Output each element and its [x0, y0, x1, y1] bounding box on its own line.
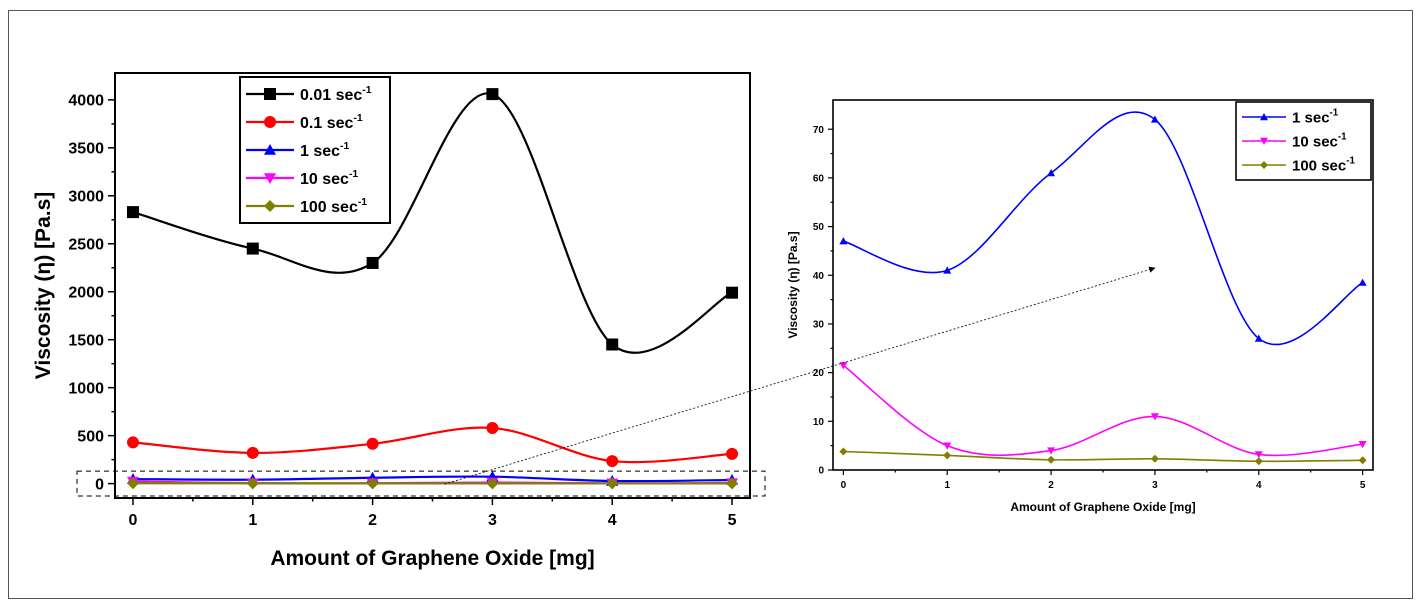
x-tick-label: 2: [1048, 480, 1054, 491]
y-tick-label: 4000: [68, 93, 104, 110]
data-point: [726, 448, 738, 460]
y-tick-label: 60: [813, 173, 825, 184]
data-point: [606, 339, 618, 351]
y-tick-label: 50: [813, 222, 825, 233]
legend-marker: [264, 116, 276, 128]
y-tick-label: 0: [818, 466, 824, 477]
legend-label: 0.01 sec-1: [300, 85, 372, 104]
y-tick-label: 500: [77, 428, 104, 445]
y-tick-label: 10: [813, 417, 825, 428]
x-tick-label: 4: [608, 512, 617, 529]
x-tick-label: 0: [129, 512, 138, 529]
legend-label: 100 sec-1: [1292, 155, 1355, 174]
y-tick-label: 30: [813, 320, 825, 331]
x-tick-label: 2: [368, 512, 377, 529]
y-tick-label: 2500: [68, 237, 104, 254]
y-tick-label: 0: [95, 476, 104, 493]
data-point: [486, 88, 498, 100]
y-tick-label: 1500: [68, 332, 104, 349]
y-tick-label: 2000: [68, 284, 104, 301]
data-point: [367, 438, 379, 450]
data-point: [726, 287, 738, 299]
x-tick-label: 5: [728, 512, 737, 529]
y-tick-label: 70: [813, 125, 825, 136]
data-point: [247, 243, 259, 255]
x-axis-title: Amount of Graphene Oxide [mg]: [270, 547, 594, 570]
x-tick-label: 1: [248, 512, 257, 529]
legend-label: 100 sec-1: [300, 197, 367, 216]
x-tick-label: 5: [1360, 480, 1366, 491]
data-point: [606, 455, 618, 467]
x-tick-label: 3: [488, 512, 497, 529]
y-tick-label: 40: [813, 271, 825, 282]
data-point: [486, 422, 498, 434]
y-tick-label: 20: [813, 368, 825, 379]
y-tick-label: 3500: [68, 141, 104, 158]
x-tick-label: 0: [841, 480, 847, 491]
data-point: [367, 257, 379, 269]
y-tick-label: 1000: [68, 380, 104, 397]
x-axis-title: Amount of Graphene Oxide [mg]: [1010, 500, 1195, 514]
figure-border: [9, 11, 1413, 599]
y-axis-title: Viscosity (η) [Pa.s]: [32, 192, 55, 380]
data-point: [127, 206, 139, 218]
y-tick-label: 3000: [68, 189, 104, 206]
data-point: [127, 436, 139, 448]
legend-marker: [264, 88, 276, 100]
x-tick-label: 1: [944, 480, 950, 491]
data-point: [247, 447, 259, 459]
x-tick-label: 4: [1256, 480, 1262, 491]
x-tick-label: 3: [1152, 480, 1158, 491]
y-axis-title: Viscosity (η) [Pa.s]: [786, 231, 800, 338]
